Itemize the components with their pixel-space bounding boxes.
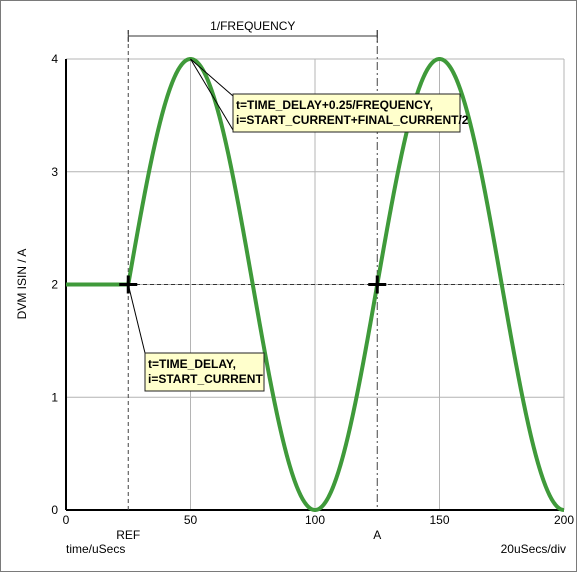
x-tick-label: 150 <box>429 513 449 527</box>
x-tick-label: 0 <box>63 513 70 527</box>
y-axis-label: DVM ISIN / A <box>15 249 29 320</box>
x-tick-label: 200 <box>554 513 574 527</box>
annotation-text: t=TIME_DELAY, <box>148 357 236 371</box>
x-tick-label: 100 <box>305 513 325 527</box>
annotation-leader <box>127 284 146 354</box>
annotation-text: i=START_CURRENT+FINAL_CURRENT/2 <box>236 113 469 127</box>
annotation-leader <box>190 58 234 131</box>
y-tick-label: 3 <box>51 165 58 179</box>
annotation-box <box>232 93 461 133</box>
y-tick-label: 2 <box>51 278 58 292</box>
annotation-text: i=START_CURRENT <box>148 372 263 386</box>
x-axis-label: time/uSecs <box>66 542 125 556</box>
annotations: t=TIME_DELAY+0.25/FREQUENCY,i=START_CURR… <box>127 58 469 392</box>
annotation-box <box>144 352 265 392</box>
x-scale-label: 20uSecs/div <box>501 542 566 556</box>
y-tick-label: 4 <box>51 52 58 66</box>
marker-label-ref: REF <box>116 528 140 542</box>
signal-curve <box>64 57 566 512</box>
y-tick-label: 0 <box>51 503 58 517</box>
annotation-leader <box>190 58 234 97</box>
dimension-label: 1/FREQUENCY <box>210 19 295 33</box>
marker-label-a: A <box>373 528 381 542</box>
x-tick-label: 50 <box>184 513 198 527</box>
annotation-text: t=TIME_DELAY+0.25/FREQUENCY, <box>236 98 433 112</box>
y-tick-label: 1 <box>51 390 58 404</box>
